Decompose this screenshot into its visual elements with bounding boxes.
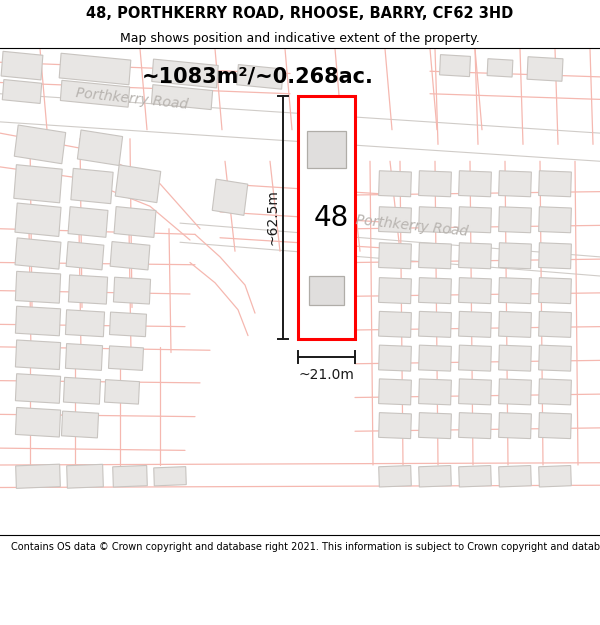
Polygon shape: [499, 379, 532, 405]
Polygon shape: [15, 203, 61, 236]
Polygon shape: [379, 466, 412, 487]
Polygon shape: [1, 51, 43, 80]
Text: ~1083m²/~0.268ac.: ~1083m²/~0.268ac.: [142, 67, 374, 87]
Polygon shape: [440, 54, 470, 77]
Polygon shape: [307, 131, 346, 168]
Polygon shape: [68, 207, 108, 238]
Polygon shape: [419, 466, 451, 487]
Text: Contains OS data © Crown copyright and database right 2021. This information is : Contains OS data © Crown copyright and d…: [11, 542, 600, 552]
Polygon shape: [539, 412, 571, 439]
Polygon shape: [14, 164, 62, 203]
Polygon shape: [458, 412, 491, 439]
Polygon shape: [16, 374, 61, 403]
Polygon shape: [499, 311, 532, 338]
Polygon shape: [115, 165, 161, 202]
Polygon shape: [65, 344, 103, 371]
Polygon shape: [66, 242, 104, 270]
Polygon shape: [499, 412, 532, 439]
Polygon shape: [110, 312, 146, 337]
Polygon shape: [16, 271, 61, 303]
Polygon shape: [16, 464, 61, 488]
Polygon shape: [16, 408, 61, 437]
Polygon shape: [487, 59, 513, 77]
Polygon shape: [379, 345, 412, 371]
Polygon shape: [539, 345, 571, 371]
Text: Porthkerry Road: Porthkerry Road: [75, 86, 189, 111]
Polygon shape: [458, 311, 491, 338]
Polygon shape: [14, 125, 66, 164]
Polygon shape: [71, 168, 113, 204]
Polygon shape: [419, 345, 451, 371]
Polygon shape: [65, 310, 104, 337]
Polygon shape: [527, 57, 563, 81]
Polygon shape: [379, 242, 412, 269]
Polygon shape: [237, 64, 283, 89]
Polygon shape: [458, 242, 491, 269]
Polygon shape: [151, 84, 212, 109]
Polygon shape: [154, 467, 186, 486]
Polygon shape: [109, 346, 143, 371]
Polygon shape: [499, 466, 532, 487]
Polygon shape: [67, 464, 103, 488]
Polygon shape: [379, 311, 412, 338]
Polygon shape: [61, 81, 130, 107]
Polygon shape: [64, 378, 101, 404]
Polygon shape: [458, 466, 491, 487]
Text: Map shows position and indicative extent of the property.: Map shows position and indicative extent…: [120, 31, 480, 44]
Text: ~21.0m: ~21.0m: [299, 368, 355, 382]
Polygon shape: [113, 278, 151, 304]
Polygon shape: [539, 466, 571, 487]
Polygon shape: [499, 345, 532, 371]
Polygon shape: [539, 311, 571, 338]
Polygon shape: [419, 242, 451, 269]
Polygon shape: [16, 340, 61, 369]
Polygon shape: [499, 278, 532, 304]
Polygon shape: [379, 207, 412, 232]
Polygon shape: [59, 53, 131, 85]
Polygon shape: [458, 345, 491, 371]
Polygon shape: [77, 130, 122, 166]
Polygon shape: [419, 379, 451, 405]
Polygon shape: [104, 379, 140, 404]
Polygon shape: [419, 278, 451, 304]
Polygon shape: [379, 278, 412, 304]
Polygon shape: [539, 242, 571, 269]
Polygon shape: [310, 276, 344, 305]
Text: ~62.5m: ~62.5m: [265, 189, 279, 246]
Polygon shape: [110, 241, 150, 270]
Polygon shape: [68, 275, 107, 304]
Polygon shape: [419, 171, 451, 197]
Polygon shape: [113, 466, 148, 487]
Polygon shape: [458, 278, 491, 304]
Text: Porthkerry Road: Porthkerry Road: [355, 213, 469, 239]
Polygon shape: [458, 207, 491, 232]
Polygon shape: [114, 207, 156, 238]
Polygon shape: [499, 171, 532, 197]
Polygon shape: [16, 306, 61, 336]
Polygon shape: [419, 207, 451, 232]
Polygon shape: [61, 411, 98, 438]
Polygon shape: [458, 171, 491, 197]
Polygon shape: [419, 412, 451, 439]
Polygon shape: [15, 238, 61, 269]
Polygon shape: [298, 96, 355, 339]
Polygon shape: [458, 379, 491, 405]
Polygon shape: [212, 179, 248, 216]
Polygon shape: [379, 412, 412, 439]
Polygon shape: [2, 79, 42, 104]
Polygon shape: [152, 59, 218, 88]
Polygon shape: [499, 242, 532, 269]
Text: 48: 48: [314, 204, 349, 231]
Text: 48, PORTHKERRY ROAD, RHOOSE, BARRY, CF62 3HD: 48, PORTHKERRY ROAD, RHOOSE, BARRY, CF62…: [86, 6, 514, 21]
Polygon shape: [379, 171, 412, 197]
Polygon shape: [379, 379, 412, 405]
Polygon shape: [419, 311, 451, 338]
Polygon shape: [499, 207, 532, 232]
Polygon shape: [539, 171, 571, 197]
Polygon shape: [539, 207, 571, 232]
Polygon shape: [539, 379, 571, 405]
Polygon shape: [539, 278, 571, 304]
